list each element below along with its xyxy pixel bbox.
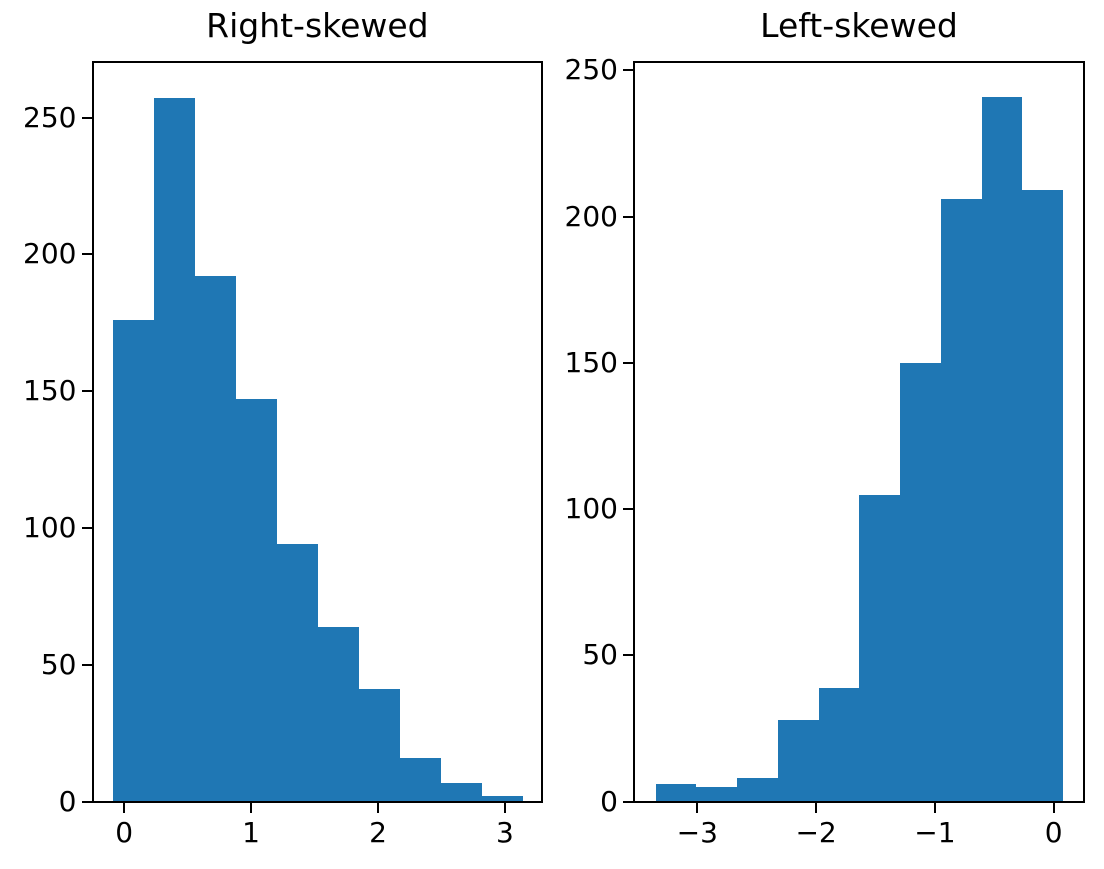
- histogram-bar: [737, 778, 778, 802]
- histogram-bar: [859, 494, 901, 802]
- x-tick: [1052, 802, 1055, 813]
- y-tick: [81, 253, 92, 256]
- y-tick: [623, 654, 633, 657]
- y-tick-label: 100: [564, 492, 618, 526]
- x-tick-label: 0: [1044, 815, 1063, 849]
- subplot-title-right-skewed: Right-skewed: [206, 5, 429, 45]
- y-tick-label: 100: [23, 511, 77, 545]
- histogram-bar: [777, 719, 819, 802]
- y-tick-label: 200: [564, 199, 618, 233]
- y-tick-label: 250: [23, 100, 77, 134]
- y-tick: [623, 508, 633, 511]
- x-tick: [503, 802, 506, 813]
- histogram-bar: [195, 276, 237, 802]
- y-tick: [623, 361, 633, 364]
- y-tick-label: 0: [58, 784, 77, 818]
- histogram-bar: [900, 362, 941, 802]
- y-tick-label: 150: [23, 374, 77, 408]
- x-tick: [933, 802, 936, 813]
- x-tick-label: 0: [115, 815, 134, 849]
- y-tick: [623, 215, 633, 218]
- x-tick: [815, 802, 818, 813]
- histogram-bar: [981, 96, 1023, 802]
- y-tick: [81, 390, 92, 393]
- y-tick: [623, 800, 633, 803]
- histogram-bar: [400, 757, 442, 802]
- y-tick: [81, 800, 92, 803]
- subplot-title-left-skewed: Left-skewed: [760, 5, 958, 45]
- y-tick: [81, 663, 92, 666]
- histogram-bar: [655, 784, 697, 802]
- histogram-bar: [154, 98, 196, 802]
- histogram-bar: [359, 689, 401, 802]
- y-tick-label: 150: [564, 345, 618, 379]
- x-tick-label: 1: [242, 815, 260, 849]
- histogram-bar: [113, 320, 155, 802]
- x-tick-label: 3: [496, 815, 514, 849]
- y-tick: [81, 527, 92, 530]
- x-tick-label: −2: [795, 815, 837, 849]
- histogram-bar: [236, 399, 278, 802]
- y-tick-label: 250: [564, 53, 618, 87]
- histogram-bar: [818, 687, 860, 802]
- x-tick: [123, 802, 126, 813]
- histogram-bar: [940, 199, 982, 802]
- histogram-bar: [482, 796, 524, 802]
- y-tick: [81, 116, 92, 119]
- histogram-bar: [696, 787, 738, 802]
- x-tick: [696, 802, 699, 813]
- x-tick-label: −3: [676, 815, 718, 849]
- y-tick-label: 50: [40, 647, 77, 681]
- histogram-bar: [277, 544, 319, 802]
- y-tick-label: 0: [600, 784, 618, 818]
- histogram-bar: [1022, 190, 1064, 802]
- x-tick: [377, 802, 380, 813]
- axes-right-skewed: [93, 62, 543, 802]
- y-tick: [623, 69, 633, 72]
- x-tick: [250, 802, 253, 813]
- y-tick-label: 50: [582, 638, 618, 672]
- histogram-bar: [441, 782, 483, 802]
- histogram-bar: [318, 626, 360, 802]
- y-tick-label: 200: [23, 237, 77, 271]
- axes-left-skewed: [634, 62, 1084, 802]
- x-tick-label: −1: [914, 815, 956, 849]
- x-tick-label: 2: [369, 815, 387, 849]
